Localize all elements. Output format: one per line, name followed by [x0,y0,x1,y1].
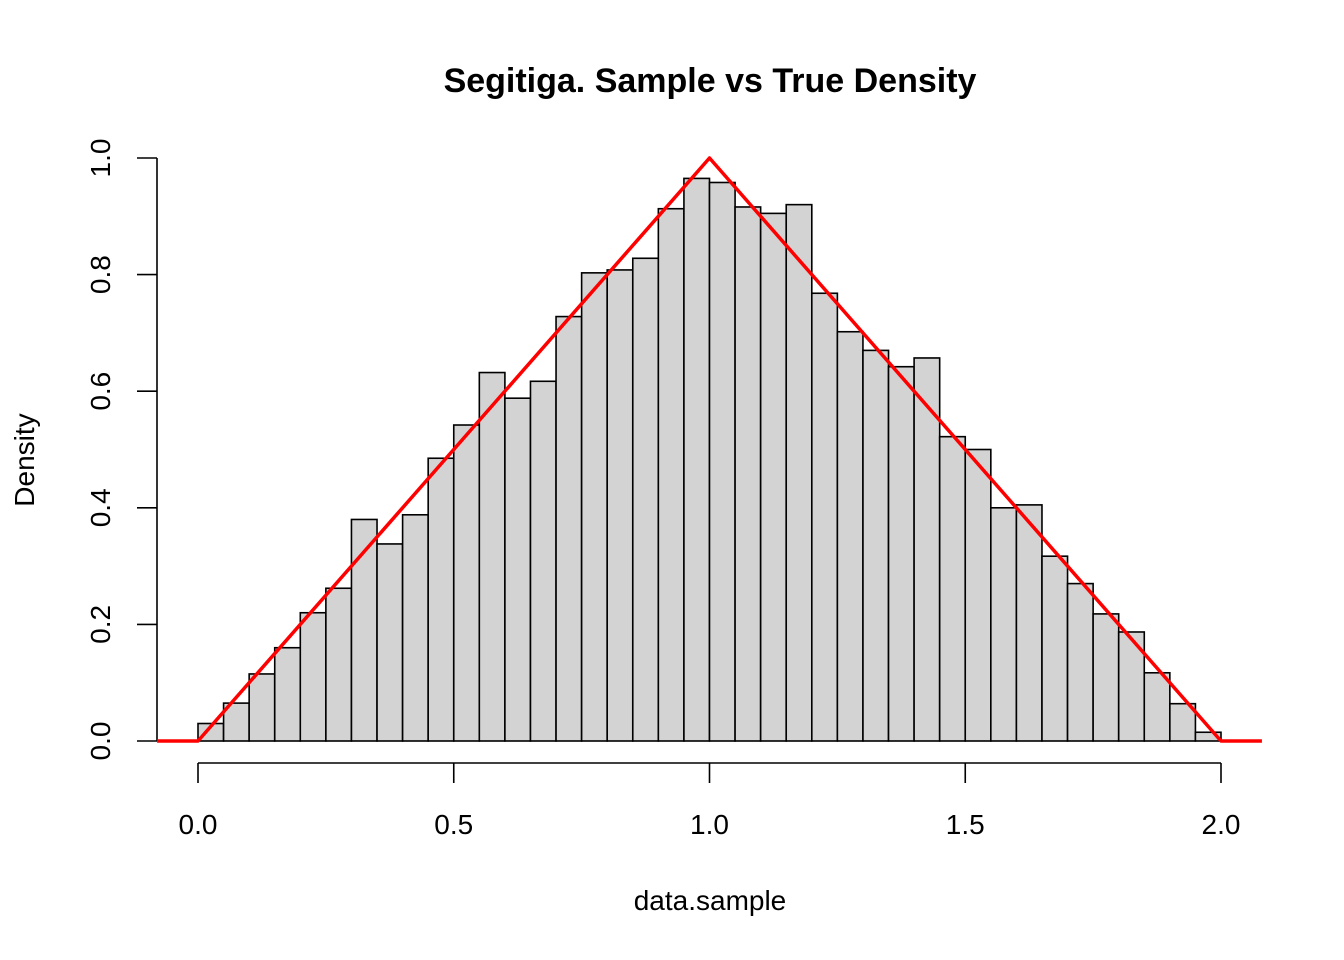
histogram-bar [938,435,967,742]
histogram-bar [1066,582,1094,742]
x-tick-label: 1.5 [946,809,985,840]
histogram-bar [350,518,378,742]
histogram-bar [504,397,532,742]
density-lines [157,156,1262,743]
histogram-bar [299,611,327,742]
histogram-bar [734,206,762,742]
histogram-bar [785,203,813,742]
histogram-bar [376,543,404,742]
y-axis-label: Density [9,413,40,506]
true-density-line [157,156,1262,743]
histogram-bar [990,506,1018,742]
y-tick-label: 0.6 [85,372,116,411]
histogram-bar [836,330,864,742]
y-tick-label: 1.0 [85,139,116,178]
x-tick-label: 1.0 [690,809,729,840]
histogram-bar [657,207,685,742]
histogram-bar [1015,504,1043,742]
x-tick-label: 2.0 [1202,809,1241,840]
histogram-bar [606,269,634,742]
histogram-bar [478,371,506,742]
histogram-bar [452,424,481,742]
histogram-bar [427,457,455,742]
histogram-bar [913,357,941,742]
histogram-bar [1194,731,1222,742]
histogram-bar [708,181,736,742]
histogram-bar [1092,613,1120,742]
y-tick-label: 0.8 [85,255,116,294]
histogram-bar [683,177,711,742]
histogram-bar [325,587,353,742]
x-axis: 0.0 0.5 1.0 1.5 2.0 [179,762,1241,840]
x-tick-label: 0.0 [179,809,218,840]
x-axis-label: data.sample [634,885,787,916]
histogram-bar [631,257,660,742]
histogram-bar [1143,671,1171,742]
histogram-bar [529,380,557,742]
histogram-bar [273,646,302,742]
histogram-bar [964,448,992,742]
histogram-bars [197,177,1222,742]
chart-title: Segitiga. Sample vs True Density [444,62,977,100]
histogram-bar [555,315,583,742]
y-tick-label: 0.4 [85,488,116,527]
histogram-bar [248,673,276,742]
histogram-bar [1041,555,1069,742]
histogram-bar [810,292,839,742]
x-tick-label: 0.5 [434,809,473,840]
y-tick-label: 0.2 [85,605,116,644]
histogram-bar [759,212,788,742]
y-axis: 0.0 0.2 0.4 0.6 0.8 1.0 [85,139,158,761]
histogram-bar [580,272,609,742]
histogram-bar [1169,702,1197,742]
y-tick-label: 0.0 [85,722,116,761]
histogram-bar [887,365,915,742]
histogram-bar [401,513,429,742]
histogram-bar [862,349,890,742]
